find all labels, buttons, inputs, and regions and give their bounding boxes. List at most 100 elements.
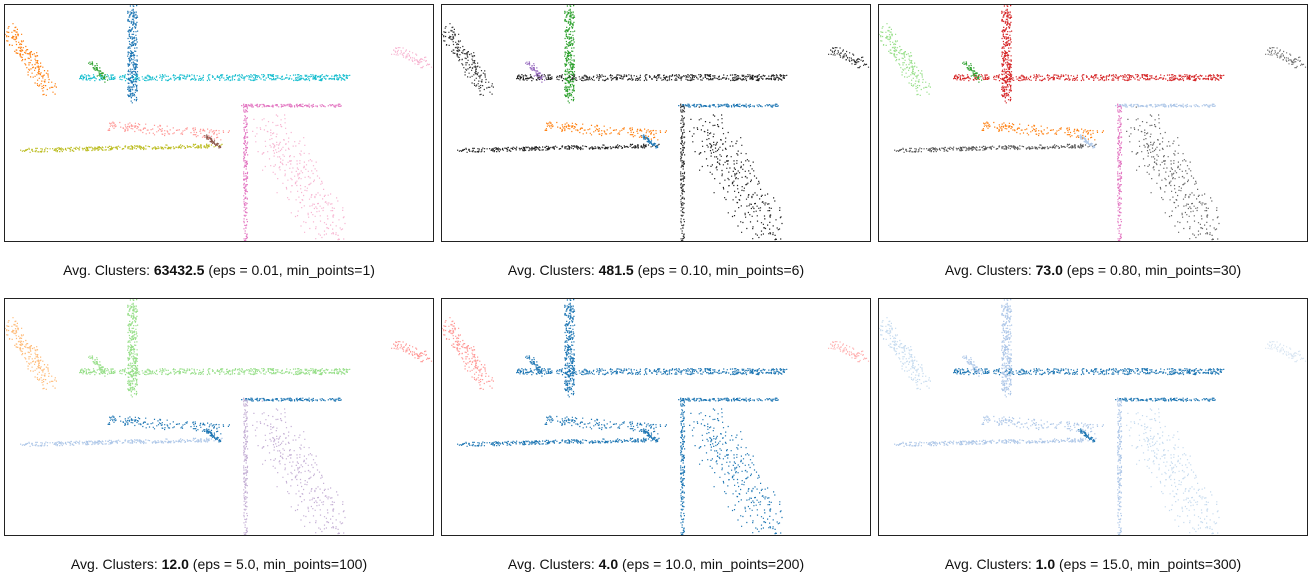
caption-suffix: (eps = 0.80, min_points=30) bbox=[1062, 262, 1242, 278]
cluster bbox=[252, 400, 346, 535]
cluster bbox=[1001, 299, 1013, 398]
cluster bbox=[525, 355, 546, 377]
cluster bbox=[241, 397, 342, 402]
caption-value: 4.0 bbox=[598, 556, 619, 572]
caption: Avg. Clusters: 73.0 (eps = 0.80, min_poi… bbox=[878, 262, 1308, 278]
cluster bbox=[828, 341, 870, 363]
cluster bbox=[689, 106, 783, 241]
cluster bbox=[1117, 103, 1123, 241]
caption: Avg. Clusters: 63432.5 (eps = 0.01, min_… bbox=[4, 262, 434, 278]
caption-suffix: (eps = 15.0, min_points=300) bbox=[1055, 556, 1242, 572]
caption-suffix: (eps = 0.01, min_points=1) bbox=[204, 262, 375, 278]
point-cloud bbox=[4, 298, 434, 536]
cluster bbox=[828, 47, 870, 69]
caption-value: 481.5 bbox=[598, 262, 634, 278]
cluster bbox=[20, 437, 223, 447]
panel: Avg. Clusters: 1.0 (eps = 15.0, min_poin… bbox=[878, 298, 1308, 572]
panel: Avg. Clusters: 63432.5 (eps = 0.01, min_… bbox=[4, 4, 434, 278]
cluster bbox=[457, 143, 660, 153]
cluster bbox=[442, 317, 494, 390]
cluster bbox=[241, 103, 342, 108]
cluster bbox=[879, 317, 931, 390]
cluster bbox=[107, 415, 230, 435]
cluster bbox=[879, 23, 931, 96]
point-cloud bbox=[4, 4, 434, 242]
cluster bbox=[1115, 397, 1216, 402]
caption-suffix: (eps = 10.0, min_points=200) bbox=[618, 556, 805, 572]
cluster bbox=[1115, 103, 1216, 108]
cluster bbox=[953, 368, 1225, 376]
points bbox=[442, 5, 870, 241]
points bbox=[5, 299, 433, 535]
caption: Avg. Clusters: 4.0 (eps = 10.0, min_poin… bbox=[441, 556, 871, 572]
caption-value: 73.0 bbox=[1035, 262, 1063, 278]
cluster bbox=[516, 368, 788, 376]
panel: Avg. Clusters: 4.0 (eps = 10.0, min_poin… bbox=[441, 298, 871, 572]
cluster bbox=[894, 143, 1097, 153]
caption-value: 1.0 bbox=[1035, 556, 1056, 572]
point-cloud bbox=[878, 298, 1308, 536]
caption-prefix: Avg. Clusters: bbox=[944, 556, 1036, 572]
cluster bbox=[678, 397, 779, 402]
cluster bbox=[894, 437, 1097, 447]
points bbox=[5, 5, 433, 241]
point-cloud bbox=[878, 4, 1308, 242]
caption: Avg. Clusters: 12.0 (eps = 5.0, min_poin… bbox=[4, 556, 434, 572]
caption-prefix: Avg. Clusters: bbox=[70, 556, 162, 572]
cluster bbox=[79, 74, 351, 82]
cluster bbox=[127, 299, 139, 398]
caption: Avg. Clusters: 1.0 (eps = 15.0, min_poin… bbox=[878, 556, 1308, 572]
cluster bbox=[544, 121, 667, 141]
cluster bbox=[5, 23, 57, 96]
cluster bbox=[127, 5, 139, 104]
cluster bbox=[391, 341, 433, 363]
cluster bbox=[1265, 341, 1307, 363]
panel: Avg. Clusters: 73.0 (eps = 0.80, min_poi… bbox=[878, 4, 1308, 278]
cluster bbox=[1117, 397, 1123, 535]
caption: Avg. Clusters: 481.5 (eps = 0.10, min_po… bbox=[441, 262, 871, 278]
cluster bbox=[243, 103, 249, 241]
cluster bbox=[20, 143, 223, 153]
point-cloud bbox=[441, 4, 871, 242]
caption-value: 63432.5 bbox=[153, 262, 205, 278]
caption-prefix: Avg. Clusters: bbox=[507, 262, 599, 278]
points bbox=[879, 299, 1307, 535]
caption-prefix: Avg. Clusters: bbox=[507, 556, 599, 572]
cluster bbox=[1126, 400, 1220, 535]
caption-prefix: Avg. Clusters: bbox=[944, 262, 1036, 278]
cluster bbox=[79, 368, 351, 376]
cluster bbox=[1001, 5, 1013, 104]
caption-suffix: (eps = 0.10, min_points=6) bbox=[633, 262, 805, 278]
cluster bbox=[962, 61, 983, 83]
cluster bbox=[1126, 106, 1220, 241]
cluster bbox=[962, 355, 983, 377]
caption-value: 12.0 bbox=[161, 556, 189, 572]
panel: Avg. Clusters: 481.5 (eps = 0.10, min_po… bbox=[441, 4, 871, 278]
cluster bbox=[442, 23, 494, 96]
cluster bbox=[981, 415, 1104, 435]
cluster bbox=[457, 437, 660, 447]
cluster bbox=[391, 47, 433, 69]
caption-suffix: (eps = 5.0, min_points=100) bbox=[188, 556, 368, 572]
cluster bbox=[689, 400, 783, 535]
cluster bbox=[564, 299, 576, 398]
point-cloud bbox=[441, 298, 871, 536]
points bbox=[879, 5, 1307, 241]
cluster bbox=[525, 61, 546, 83]
cluster bbox=[107, 121, 230, 141]
cluster bbox=[88, 61, 109, 83]
caption-prefix: Avg. Clusters: bbox=[63, 262, 154, 278]
cluster bbox=[252, 106, 346, 241]
cluster bbox=[516, 74, 788, 82]
cluster bbox=[953, 74, 1225, 82]
cluster bbox=[680, 103, 686, 241]
cluster bbox=[680, 397, 686, 535]
cluster bbox=[564, 5, 576, 104]
cluster bbox=[544, 415, 667, 435]
cluster bbox=[243, 397, 249, 535]
cluster bbox=[678, 103, 779, 108]
points bbox=[442, 299, 870, 535]
cluster bbox=[981, 121, 1104, 141]
cluster bbox=[1265, 47, 1307, 69]
